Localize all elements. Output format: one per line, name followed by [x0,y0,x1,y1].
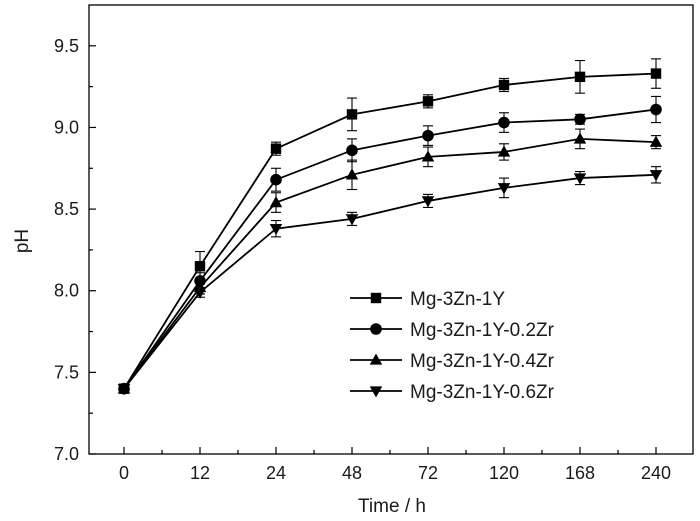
legend-item: Mg-3Zn-1Y-0.6Zr [350,382,555,403]
data-point [345,168,359,180]
data-point [345,214,359,226]
legend-label: Mg-3Zn-1Y-0.2Zr [410,320,555,341]
data-point [346,144,358,157]
data-point [649,170,663,182]
data-point [497,183,511,195]
x-tick-label: 120 [489,463,519,483]
data-point [497,145,511,157]
series-4 [117,166,663,396]
data-point [117,384,131,396]
data-point [421,150,435,162]
series-1 [118,58,662,394]
data-point [650,103,662,116]
data-point [270,143,282,154]
data-point [422,96,434,107]
data-point [498,116,510,129]
x-tick-label: 48 [342,463,362,483]
x-axis-label: Time / h [358,496,426,517]
data-point [422,129,434,142]
data-point [574,113,586,126]
data-point [649,135,663,147]
data-point [574,71,586,83]
y-tick-label: 9.0 [54,117,79,137]
y-axis-label: pH [12,229,33,253]
series-layer [117,58,663,396]
legend-label: Mg-3Zn-1Y [410,289,505,310]
x-tick-label: 240 [641,463,671,483]
legend-item: Mg-3Zn-1Y-0.2Zr [350,320,555,341]
legend-marker [369,353,383,365]
legend-item: Mg-3Zn-1Y-0.4Zr [350,351,555,372]
legend-label: Mg-3Zn-1Y-0.4Zr [410,351,555,372]
legend-marker [369,386,383,398]
data-point [421,196,435,208]
plot-frame [88,4,694,455]
series-line [123,173,657,390]
legend-label: Mg-3Zn-1Y-0.6Zr [410,382,555,403]
y-tick-label: 7.0 [54,444,79,464]
data-point [573,173,587,185]
data-point [498,79,510,91]
x-tick-label: 0 [119,463,129,483]
data-point [193,287,207,299]
series-line [123,72,657,390]
x-tick-label: 24 [266,463,286,483]
data-point [270,173,282,186]
series-line [123,137,657,390]
data-point [269,224,283,236]
y-axis-ticks: 7.0 7.5 8.0 8.5 9.0 9.5 [54,36,96,464]
y-tick-label: 9.5 [54,36,79,56]
data-point [194,261,206,272]
data-point [650,68,662,79]
legend-item: Mg-3Zn-1Y [350,289,505,310]
axes: 7.0 7.5 8.0 8.5 9.0 9.5 0 12 24 48 72 120 168 240 [54,4,694,483]
x-axis-ticks: 0 12 24 48 72 120 168 240 [119,447,671,483]
data-point [346,109,358,120]
x-tick-label: 168 [565,463,595,483]
data-point [269,196,283,208]
series-line [123,108,657,390]
y-tick-label: 8.5 [54,199,79,219]
x-tick-label: 12 [190,463,210,483]
legend-marker [370,292,382,304]
legend-marker [370,323,382,335]
y-tick-label: 7.5 [54,362,79,382]
data-point [573,132,587,144]
y-tick-label: 8.0 [54,281,79,301]
x-tick-label: 72 [418,463,438,483]
legend: Mg-3Zn-1Y Mg-3Zn-1Y-0.2Zr Mg-3Zn-1Y-0.4Zr M… [350,289,555,403]
